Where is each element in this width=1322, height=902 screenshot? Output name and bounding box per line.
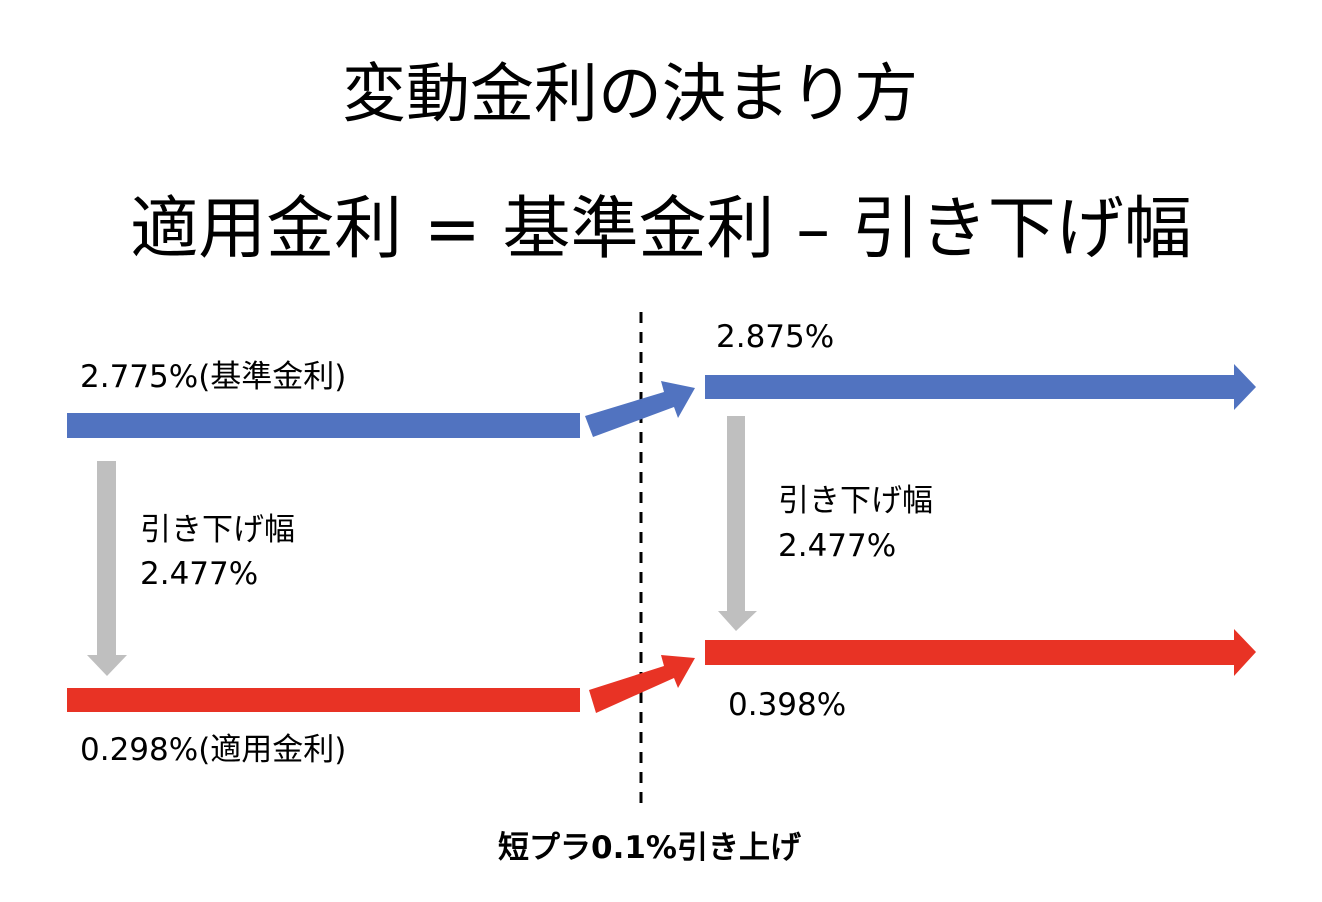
applied-rate-label-before: 0.298%(適用金利): [80, 732, 347, 768]
page-title: 変動金利の決まり方: [342, 58, 918, 132]
base-rate-bar-before: [67, 413, 580, 438]
spread-arrow-before: [87, 461, 127, 676]
applied-rate-bar-before: [67, 688, 580, 712]
formula-heading: 適用金利 = 基準金利 – 引き下げ幅: [130, 190, 1192, 269]
base-rate-label-before: 2.775%(基準金利): [80, 359, 347, 395]
spread-title-after: 引き下げ幅: [778, 483, 933, 519]
spread-title-before: 引き下げ幅: [140, 512, 295, 548]
applied-rate-transition-arrow: [589, 655, 695, 713]
spread-value-after: 2.477%: [778, 528, 897, 564]
base-rate-transition-arrow: [585, 381, 695, 437]
applied-rate-arrow-after: [705, 629, 1256, 676]
base-rate-label-after: 2.875%: [716, 319, 835, 355]
base-rate-arrow-after: [705, 364, 1256, 410]
divider-note: 短プラ0.1%引き上げ: [498, 830, 801, 866]
spread-arrow-after: [718, 416, 757, 631]
spread-value-before: 2.477%: [140, 556, 259, 592]
applied-rate-label-after: 0.398%: [728, 687, 847, 723]
